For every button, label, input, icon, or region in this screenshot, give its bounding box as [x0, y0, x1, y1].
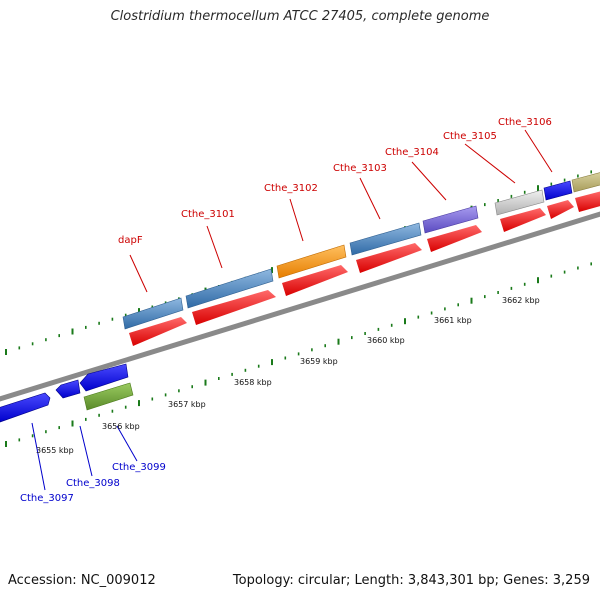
label-cthe-3104: Cthe_3104 [385, 147, 439, 158]
tick-label-3659: 3659 kbp [300, 357, 338, 366]
reverse-tick-marks [5, 262, 593, 447]
feature-dapF[interactable] [122, 297, 184, 330]
map-title: Clostridium thermocellum ATCC 27405, com… [110, 9, 490, 24]
connector-cthe-3099 [116, 425, 138, 462]
connector-cthe-3098 [79, 425, 93, 477]
tick-label-3656: 3656 kbp [102, 422, 140, 431]
reverse-gene-labels: Cthe_3097 Cthe_3098 Cthe_3099 [20, 462, 166, 504]
connector-cthe-3106 [524, 129, 553, 173]
cds-cthe-3105 [500, 208, 546, 232]
feature-cthe-3105[interactable] [494, 189, 545, 216]
feature-cthe-3103[interactable] [349, 222, 422, 256]
cds-cthe-3104 [427, 225, 482, 252]
feature-cthe-3102[interactable] [276, 244, 347, 279]
label-cthe-3105: Cthe_3105 [443, 131, 497, 142]
forward-gene-labels: dapF Cthe_3101 Cthe_3102 Cthe_3103 Cthe_… [118, 117, 552, 246]
accession-text: Accession: NC_009012 [8, 573, 156, 588]
connector-cthe-3104 [411, 161, 447, 201]
cds-dapF [129, 317, 187, 346]
cds-cthe-3101 [192, 290, 276, 325]
feature-cthe-3099[interactable] [79, 363, 129, 392]
forward-features [122, 172, 600, 330]
feature-cthe-3097[interactable] [0, 392, 51, 423]
feature-cthe-3101[interactable] [185, 268, 274, 309]
cds-cthe-3102 [282, 265, 348, 296]
cds-cthe-3106 [547, 200, 574, 219]
feature-cthe-3106[interactable] [543, 180, 573, 201]
cds-next [575, 191, 600, 212]
label-cthe-3098: Cthe_3098 [66, 478, 120, 489]
connector-dapF [129, 254, 148, 293]
label-cthe-3106: Cthe_3106 [498, 117, 552, 128]
connector-cthe-3102 [289, 198, 304, 242]
label-cthe-3099: Cthe_3099 [112, 462, 166, 473]
tick-label-3660: 3660 kbp [367, 336, 405, 345]
label-cthe-3102: Cthe_3102 [264, 183, 318, 194]
tick-label-3661: 3661 kbp [434, 316, 472, 325]
feature-next [571, 172, 600, 193]
forward-cds-arrows [129, 191, 600, 346]
cds-cthe-3103 [356, 243, 422, 273]
label-dapF: dapF [118, 235, 143, 246]
feature-cthe-3098[interactable] [55, 379, 81, 399]
feature-cthe-3104[interactable] [422, 205, 479, 234]
label-cthe-3101: Cthe_3101 [181, 209, 235, 220]
label-cthe-3097: Cthe_3097 [20, 493, 74, 504]
connector-cthe-3101 [206, 225, 223, 269]
sequence-backbone [0, 211, 600, 402]
position-tick-labels: 3655 kbp 3656 kbp 3657 kbp 3658 kbp 3659… [36, 296, 540, 455]
label-cthe-3103: Cthe_3103 [333, 163, 387, 174]
tick-label-3662: 3662 kbp [502, 296, 540, 305]
tick-label-3658: 3658 kbp [234, 378, 272, 387]
connector-cthe-3103 [359, 177, 381, 220]
genome-summary-text: Topology: circular; Length: 3,843,301 bp… [232, 573, 590, 588]
connector-cthe-3097 [31, 422, 46, 491]
tick-label-3657: 3657 kbp [168, 400, 206, 409]
reverse-features [0, 363, 134, 423]
feature-cthe-3099-domain [83, 382, 134, 411]
connector-cthe-3105 [464, 143, 516, 184]
label-connectors [31, 129, 553, 491]
tick-label-3655: 3655 kbp [36, 446, 74, 455]
